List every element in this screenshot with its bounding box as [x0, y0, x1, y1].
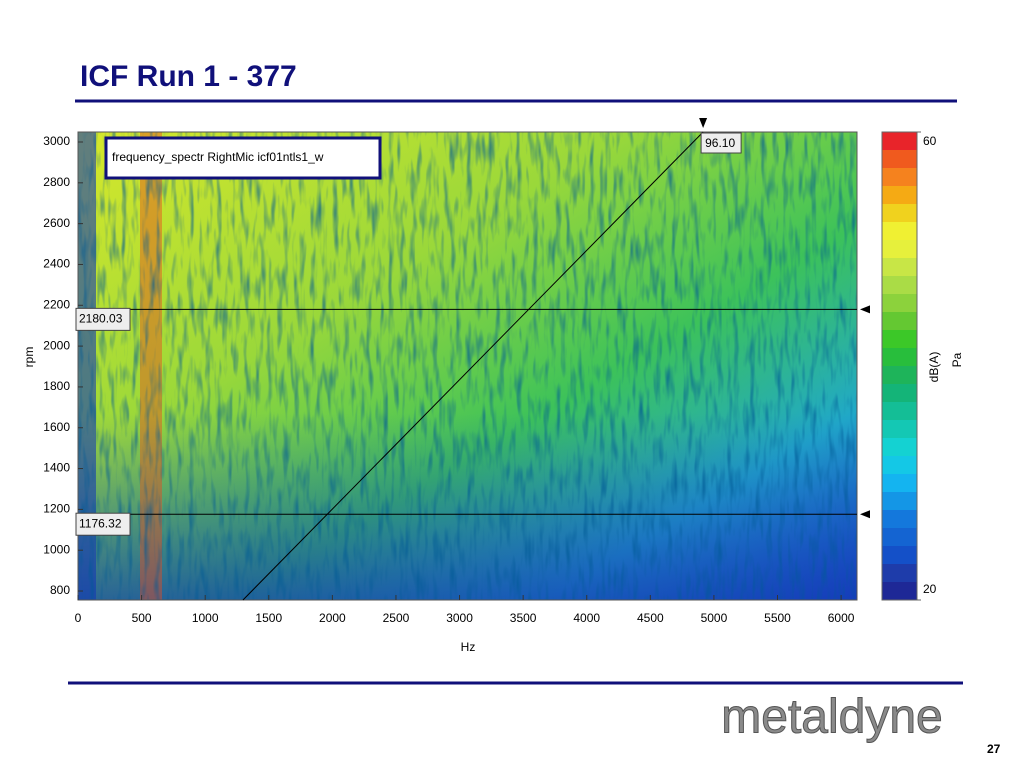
- y-tick-label: 1600: [43, 420, 70, 434]
- colorbar-band: [882, 150, 917, 169]
- colorbar-label: dB(A): [927, 352, 941, 383]
- rpm-cursor-box: [75, 307, 131, 331]
- legend-label: frequency_spectr RightMic icf01ntls1_w: [112, 150, 324, 164]
- colorbar-band: [882, 546, 917, 565]
- x-tick-label: 0: [75, 611, 82, 625]
- x-tick-label: 4000: [573, 611, 600, 625]
- y-tick-label: 1400: [43, 461, 70, 475]
- colorbar-band: [882, 294, 917, 313]
- x-tick-label: 6000: [828, 611, 855, 625]
- rpm-cursor-label: 2180.03: [79, 312, 123, 326]
- colorbar-band: [882, 366, 917, 385]
- x-tick-label: 3000: [446, 611, 473, 625]
- y-tick-label: 1000: [43, 542, 70, 556]
- order-cursor-marker: [699, 118, 708, 128]
- rpm-cursor-marker: [860, 305, 870, 314]
- y-tick-label: 2400: [43, 257, 70, 271]
- colorbar-band: [882, 582, 917, 601]
- x-tick-label: 4500: [637, 611, 664, 625]
- colorbar-unit: Pa: [950, 352, 964, 367]
- y-tick-label: 2800: [43, 175, 70, 189]
- colorbar-band: [882, 348, 917, 367]
- y-tick-label: 2000: [43, 338, 70, 352]
- x-tick-label: 500: [132, 611, 152, 625]
- colorbar-band: [882, 222, 917, 241]
- order-label-box: [700, 132, 742, 154]
- y-tick-label: 800: [50, 583, 70, 597]
- colorbar-band: [882, 168, 917, 187]
- colorbar-tick-label: 60: [923, 134, 937, 148]
- x-tick-label: 5000: [701, 611, 728, 625]
- rpm-cursor-box: [75, 512, 131, 536]
- slide-title: ICF Run 1 - 377: [80, 60, 297, 93]
- colorbar-band: [882, 564, 917, 583]
- colorbar-band: [882, 132, 917, 151]
- colorbar-band: [882, 510, 917, 529]
- colorbar-band: [882, 402, 917, 421]
- legend-box: [104, 136, 382, 180]
- colorbar-band: [882, 384, 917, 403]
- colorbar-band: [882, 420, 917, 439]
- chart: 0 500 1000 1500 2000 2500 3000 3500 4000 4500 5000…: [43, 118, 937, 625]
- colorbar-tick-label: 20: [923, 582, 937, 596]
- rpm-cursor-marker: [860, 510, 870, 519]
- colorbar-band: [882, 438, 917, 457]
- x-tick-label: 2500: [383, 611, 410, 625]
- colorbar-band: [882, 276, 917, 295]
- colorbar-band: [882, 474, 917, 493]
- x-tick-label: 3500: [510, 611, 537, 625]
- x-tick-label: 1000: [192, 611, 219, 625]
- y-tick-label: 2200: [43, 297, 70, 311]
- colorbar-band: [882, 528, 917, 547]
- y-axis-label: rpm: [22, 347, 36, 368]
- colorbar-band: [882, 492, 917, 511]
- page-number: 27: [987, 742, 1001, 756]
- y-tick-label: 2600: [43, 216, 70, 230]
- colorbar-band: [882, 204, 917, 223]
- colorbar-band: [882, 312, 917, 331]
- colorbar-band: [882, 258, 917, 277]
- colorbar-band: [882, 240, 917, 259]
- spectrogram-image: [78, 132, 857, 600]
- plot-frame: [77, 131, 858, 601]
- y-tick-label: 1800: [43, 379, 70, 393]
- x-axis-label: Hz: [461, 640, 476, 654]
- colorbar-band: [882, 186, 917, 205]
- x-tick-label: 1500: [255, 611, 282, 625]
- colorbar-band: [882, 456, 917, 475]
- x-tick-label: 2000: [319, 611, 346, 625]
- order-label: 96.10: [705, 136, 735, 150]
- colorbar-band: [882, 330, 917, 349]
- rpm-cursor-label: 1176.32: [79, 516, 122, 530]
- colorbar-frame: [881, 131, 918, 601]
- order-line: [242, 131, 704, 601]
- x-tick-label: 5500: [764, 611, 791, 625]
- logo: metaldyne: [721, 691, 942, 744]
- y-tick-label: 1200: [43, 502, 70, 516]
- y-tick-label: 3000: [43, 134, 70, 148]
